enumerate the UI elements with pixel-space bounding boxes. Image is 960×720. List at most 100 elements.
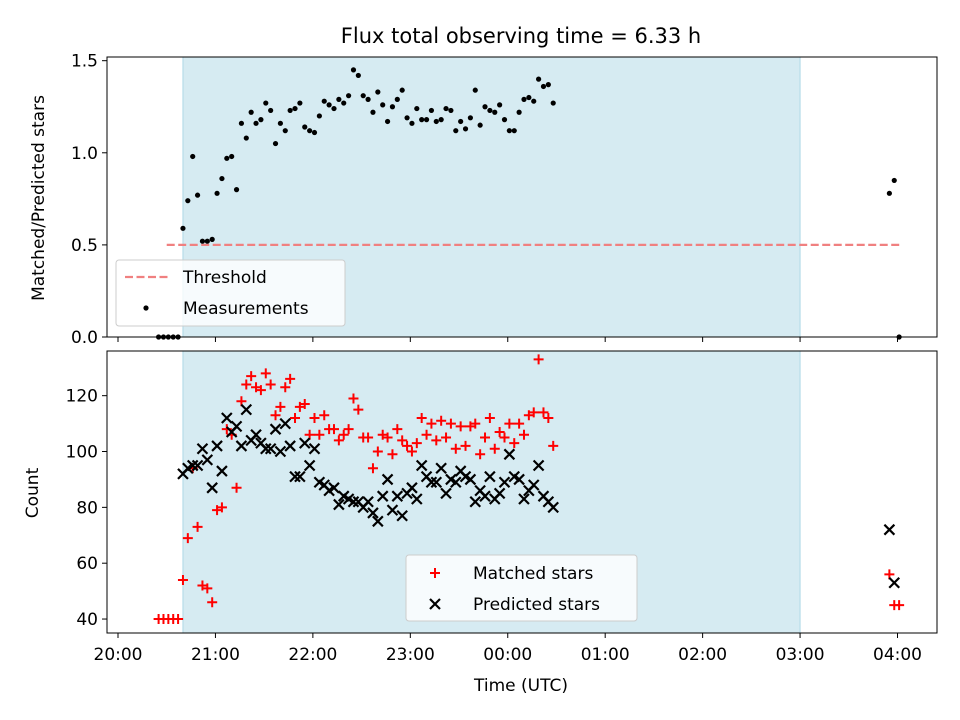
matched-star-point <box>402 440 413 451</box>
measurement-point <box>204 238 210 244</box>
predicted-star-point <box>396 509 408 522</box>
measurement-point <box>326 102 332 108</box>
top-plot-frame <box>106 56 938 338</box>
predicted-star-point <box>191 459 204 472</box>
bottom-y-axis-label: Count <box>23 467 43 518</box>
measurement-point <box>891 177 897 184</box>
matched-star-point <box>367 463 378 474</box>
top-y-tick-label: 1.5 <box>71 52 98 72</box>
measurement-point <box>438 117 444 123</box>
matched-star-point <box>494 426 505 437</box>
predicted-star-point <box>328 482 340 494</box>
matched-star-point <box>309 413 320 424</box>
measurement-point <box>341 100 347 106</box>
matched-star-point <box>202 583 213 594</box>
predicted-star-point <box>289 470 301 483</box>
matched-star-point <box>314 429 325 440</box>
predicted-star-point <box>274 445 287 458</box>
measurement-point <box>360 93 366 99</box>
measurement-point <box>370 109 376 115</box>
predicted-star-point <box>201 454 214 466</box>
matched-star-point <box>173 614 184 625</box>
x-tick-label: 23:00 <box>386 645 435 665</box>
predicted-star-point <box>376 490 389 502</box>
measurement-point <box>492 109 498 115</box>
predicted-star-point <box>527 479 540 491</box>
predicted-star-point <box>381 473 394 486</box>
predicted-star-point <box>333 498 345 511</box>
matched-star-point <box>319 410 330 421</box>
matched-star-point <box>348 393 359 404</box>
measurement-point <box>258 117 264 123</box>
predicted-star-point <box>484 470 496 483</box>
matched-star-point <box>514 418 525 429</box>
matched-star-point <box>421 429 432 440</box>
predicted-star-point <box>464 473 477 486</box>
measurement-point <box>190 153 196 160</box>
bottom-y-tick-label: 60 <box>76 554 98 574</box>
measurement-point <box>224 155 230 161</box>
predicted-star-point <box>362 495 374 508</box>
measurement-point <box>423 117 430 123</box>
measurement-point <box>297 100 303 106</box>
measurement-point <box>199 238 206 244</box>
predicted-star-point <box>513 473 525 486</box>
predicted-star-point <box>269 423 282 435</box>
matched-star-point <box>241 379 252 390</box>
measurement-point <box>292 105 298 112</box>
matched-star-point <box>280 382 291 393</box>
matched-star-point <box>431 435 442 446</box>
legend-predicted-label: Predicted stars <box>473 595 600 615</box>
measurement-point <box>433 118 439 125</box>
measurement-point <box>409 120 415 126</box>
measurement-point <box>540 83 547 90</box>
predicted-star-point <box>435 462 447 475</box>
bottom-panel: 40 60 80 100 120 20:00 21:00 22:00 23:00 00:00 01:… <box>66 350 938 665</box>
predicted-star-point <box>888 576 901 589</box>
predicted-star-point <box>386 504 399 516</box>
predicted-star-point <box>406 482 418 494</box>
matched-star-point <box>182 533 193 544</box>
predicted-star-point <box>547 501 559 514</box>
bottom-y-tick-label: 40 <box>76 610 98 630</box>
legend-predicted-swatch <box>429 598 441 610</box>
predicted-star-point <box>367 507 379 519</box>
predicted-star-point <box>518 493 530 505</box>
measurement-point <box>214 190 220 196</box>
measurement-point <box>287 107 293 114</box>
predicted-star-point <box>221 412 233 424</box>
matched-star-point <box>343 424 354 435</box>
bottom-y-tick-label: 120 <box>66 387 98 407</box>
matched-star-point <box>387 449 398 460</box>
predicted-star-point <box>211 440 223 452</box>
measurement-point <box>209 236 215 242</box>
matched-star-point <box>416 413 427 424</box>
predicted-star-point <box>235 440 248 452</box>
top-y-tick-label: 0.0 <box>71 328 98 348</box>
measurement-point <box>545 82 551 88</box>
legend-matched-swatch <box>430 568 440 578</box>
measurement-point <box>521 96 527 102</box>
predicted-star-point <box>294 470 306 483</box>
measurement-point <box>282 128 288 134</box>
matched-star-point <box>484 413 495 424</box>
measurement-point <box>350 67 357 73</box>
measurement-point <box>443 105 449 112</box>
matched-star-point <box>397 435 408 446</box>
matched-star-point <box>406 446 417 457</box>
matched-star-point <box>275 401 286 412</box>
measurement-point <box>268 107 274 114</box>
measurement-point <box>263 100 269 106</box>
measurement-point <box>321 98 327 104</box>
measurement-point <box>302 124 308 130</box>
bottom-legend: Matched stars Predicted stars <box>405 554 638 622</box>
matched-star-point <box>270 410 281 421</box>
matched-star-point <box>392 424 403 435</box>
measurement-point <box>419 117 425 123</box>
predicted-star-point <box>469 495 482 508</box>
measurement-point <box>462 126 469 132</box>
predicted-star-point <box>216 465 228 477</box>
measurement-point <box>886 190 892 196</box>
measurement-point <box>384 118 391 125</box>
